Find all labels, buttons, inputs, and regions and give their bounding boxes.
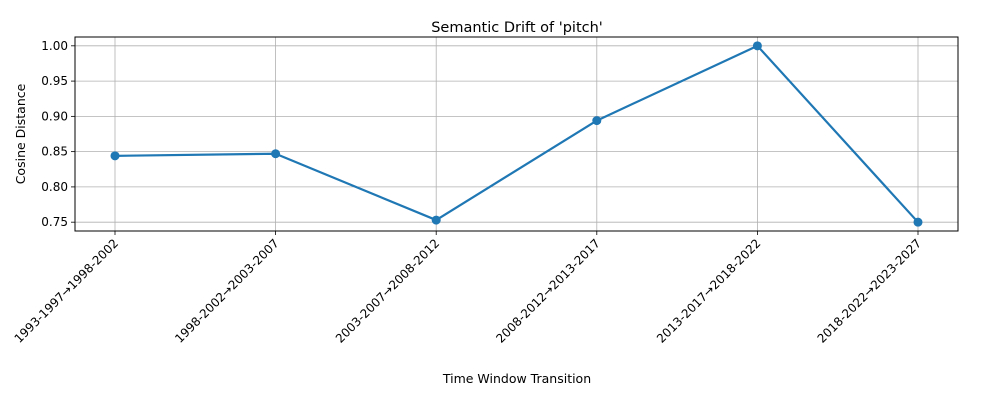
x-axis-label: Time Window Transition [442,371,591,386]
y-axis-label: Cosine Distance [13,83,28,184]
series [110,41,923,227]
y-tick-label: 1.00 [41,39,68,53]
data-point [271,149,281,159]
y-tick-label: 0.95 [41,74,68,88]
y-tick-label: 0.75 [41,215,68,229]
y-tick-label: 0.80 [41,180,68,194]
y-tick-label: 0.85 [41,145,68,159]
data-point [592,116,602,126]
data-point [110,151,120,161]
data-point [752,41,762,51]
y-tick-label: 0.90 [41,109,68,123]
chart-title: Semantic Drift of 'pitch' [431,20,603,36]
data-point [913,217,923,227]
grid [75,37,958,231]
plot-frame [74,36,959,232]
series-line [113,44,920,224]
data-point [431,215,441,225]
